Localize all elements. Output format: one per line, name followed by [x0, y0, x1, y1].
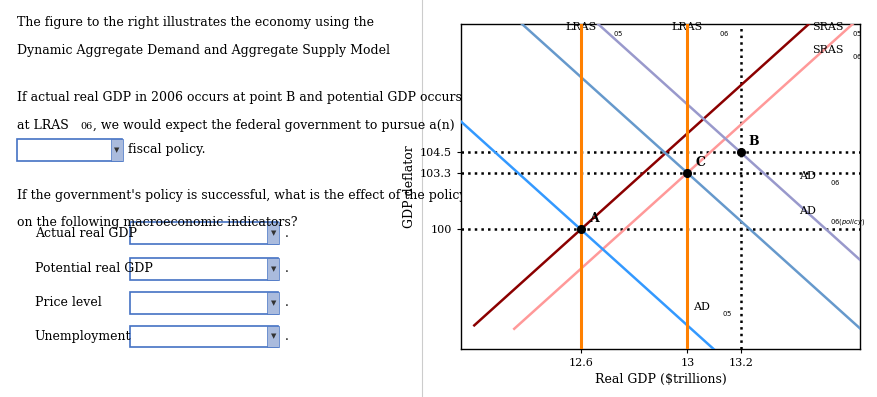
Text: Actual real GDP: Actual real GDP [35, 227, 137, 240]
Text: If the government's policy is successful, what is the effect of the policy: If the government's policy is successful… [18, 189, 467, 202]
Text: SRAS: SRAS [811, 44, 843, 55]
FancyBboxPatch shape [18, 139, 122, 161]
Text: ▼: ▼ [270, 230, 275, 236]
Text: .: . [284, 262, 289, 276]
Text: $_{06(policy)}$: $_{06(policy)}$ [829, 218, 865, 229]
Text: ▼: ▼ [270, 300, 275, 306]
Text: $_{06}$: $_{06}$ [718, 29, 729, 39]
FancyBboxPatch shape [267, 258, 279, 280]
Text: A: A [588, 212, 598, 225]
Text: , we would expect the federal government to pursue a(n): , we would expect the federal government… [93, 119, 454, 132]
Text: at LRAS: at LRAS [18, 119, 69, 132]
Text: .: . [284, 296, 289, 309]
Y-axis label: GDP deflator: GDP deflator [403, 145, 416, 228]
Text: .: . [284, 330, 289, 343]
Text: Price level: Price level [35, 296, 102, 309]
Text: 06: 06 [81, 122, 93, 131]
Text: AD: AD [798, 206, 815, 216]
Text: Potential real GDP: Potential real GDP [35, 262, 153, 276]
Text: Unemployment: Unemployment [35, 330, 132, 343]
Text: The figure to the right illustrates the economy using the: The figure to the right illustrates the … [18, 16, 374, 29]
FancyBboxPatch shape [130, 292, 278, 314]
Text: ▼: ▼ [114, 146, 119, 153]
FancyBboxPatch shape [267, 292, 279, 314]
Text: AD: AD [798, 172, 815, 181]
FancyBboxPatch shape [267, 222, 279, 244]
FancyBboxPatch shape [130, 222, 278, 244]
FancyBboxPatch shape [130, 258, 278, 280]
Text: $_{06}$: $_{06}$ [829, 178, 839, 188]
Text: $_{05}$: $_{05}$ [852, 29, 862, 39]
Text: .: . [284, 227, 289, 240]
Text: LRAS: LRAS [671, 22, 702, 33]
X-axis label: Real GDP ($trillions): Real GDP ($trillions) [594, 372, 726, 385]
Text: Dynamic Aggregate Demand and Aggregate Supply Model: Dynamic Aggregate Demand and Aggregate S… [18, 44, 390, 57]
Text: C: C [695, 156, 704, 169]
Text: AD: AD [692, 302, 709, 312]
FancyBboxPatch shape [130, 326, 278, 347]
FancyBboxPatch shape [111, 139, 123, 161]
Text: fiscal policy.: fiscal policy. [128, 143, 205, 156]
Text: B: B [748, 135, 759, 148]
Text: ▼: ▼ [270, 333, 275, 339]
Text: ▼: ▼ [270, 266, 275, 272]
Text: $_{05}$: $_{05}$ [721, 308, 731, 318]
FancyBboxPatch shape [267, 326, 279, 347]
Text: $_{05}$: $_{05}$ [612, 29, 623, 39]
Text: on the following macroeconomic indicators?: on the following macroeconomic indicator… [18, 216, 297, 229]
Text: $_{06}$: $_{06}$ [852, 52, 862, 62]
Text: If actual real GDP in 2006 occurs at point B and potential GDP occurs: If actual real GDP in 2006 occurs at poi… [18, 91, 461, 104]
Text: LRAS: LRAS [565, 22, 595, 33]
Text: SRAS: SRAS [811, 22, 843, 33]
